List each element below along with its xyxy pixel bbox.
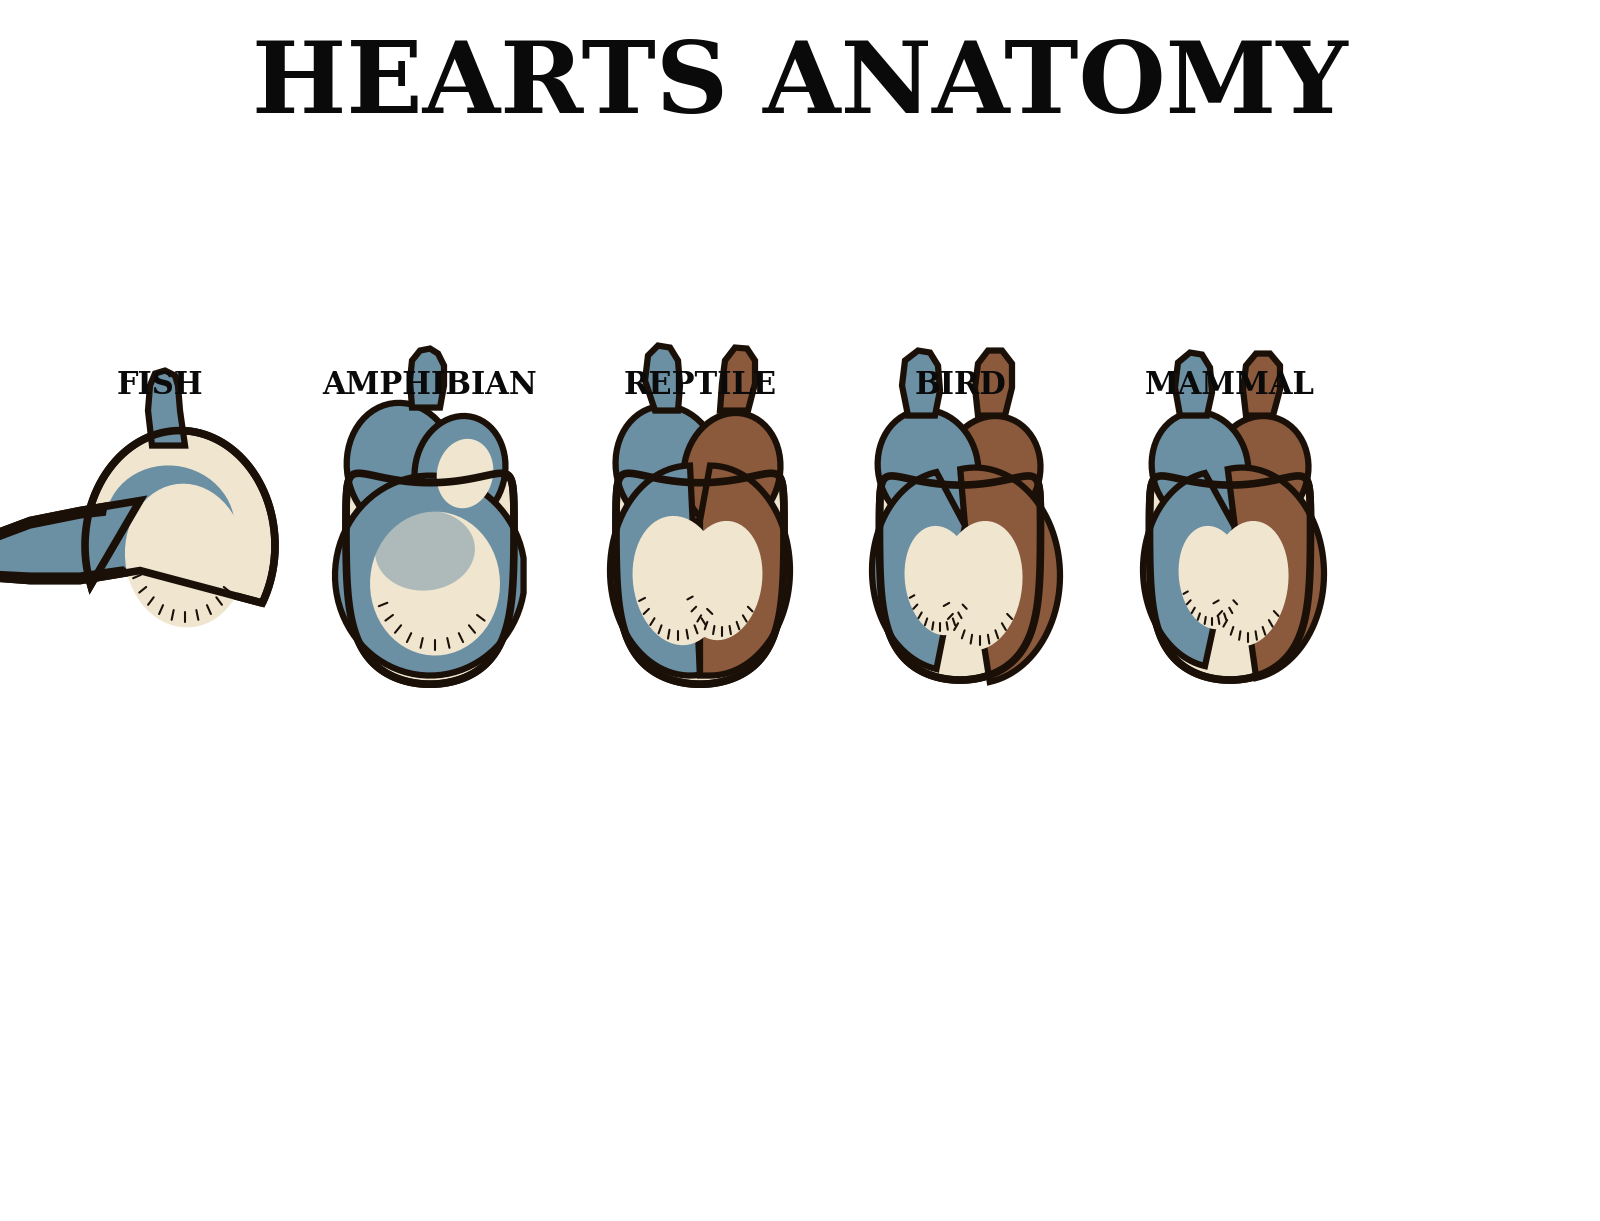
Polygon shape xyxy=(1152,411,1248,523)
Polygon shape xyxy=(1227,468,1323,678)
Text: BIRD: BIRD xyxy=(914,370,1006,400)
Polygon shape xyxy=(878,410,978,525)
Polygon shape xyxy=(683,413,781,529)
Text: AMPHIBIAN: AMPHIBIAN xyxy=(323,370,538,400)
Polygon shape xyxy=(872,473,965,669)
Text: MAMMAL: MAMMAL xyxy=(1146,370,1315,400)
Polygon shape xyxy=(960,468,1059,681)
Polygon shape xyxy=(1174,353,1213,415)
Polygon shape xyxy=(682,521,763,640)
Polygon shape xyxy=(944,416,1040,525)
Polygon shape xyxy=(701,465,790,675)
Polygon shape xyxy=(1211,416,1309,525)
Polygon shape xyxy=(410,348,445,408)
Text: dreamstime.com: dreamstime.com xyxy=(32,1156,197,1176)
Polygon shape xyxy=(1243,354,1280,415)
Polygon shape xyxy=(0,508,150,575)
Polygon shape xyxy=(616,474,784,684)
Polygon shape xyxy=(347,403,458,532)
Polygon shape xyxy=(414,416,506,525)
Polygon shape xyxy=(720,348,755,410)
Polygon shape xyxy=(902,350,941,415)
Polygon shape xyxy=(1149,476,1310,680)
Polygon shape xyxy=(147,370,186,446)
Polygon shape xyxy=(125,484,245,628)
Polygon shape xyxy=(938,521,1022,651)
Polygon shape xyxy=(374,510,475,591)
Polygon shape xyxy=(904,526,976,635)
Polygon shape xyxy=(437,438,493,508)
Polygon shape xyxy=(370,512,499,656)
Text: FISH: FISH xyxy=(117,370,203,400)
Polygon shape xyxy=(1208,521,1288,646)
Polygon shape xyxy=(334,476,523,675)
Polygon shape xyxy=(1142,473,1235,667)
Text: HEARTS ANATOMY: HEARTS ANATOMY xyxy=(253,37,1347,134)
Polygon shape xyxy=(616,405,720,529)
Polygon shape xyxy=(106,465,235,586)
Polygon shape xyxy=(610,465,741,675)
Polygon shape xyxy=(1179,526,1245,629)
Polygon shape xyxy=(346,474,514,684)
Polygon shape xyxy=(0,431,275,603)
Polygon shape xyxy=(645,346,680,410)
Polygon shape xyxy=(974,350,1013,415)
Text: ID 52841458 © Pawel Graczyk: ID 52841458 © Pawel Graczyk xyxy=(1269,1156,1568,1176)
Polygon shape xyxy=(632,516,723,645)
Text: REPTILE: REPTILE xyxy=(624,370,776,400)
Polygon shape xyxy=(880,476,1040,680)
